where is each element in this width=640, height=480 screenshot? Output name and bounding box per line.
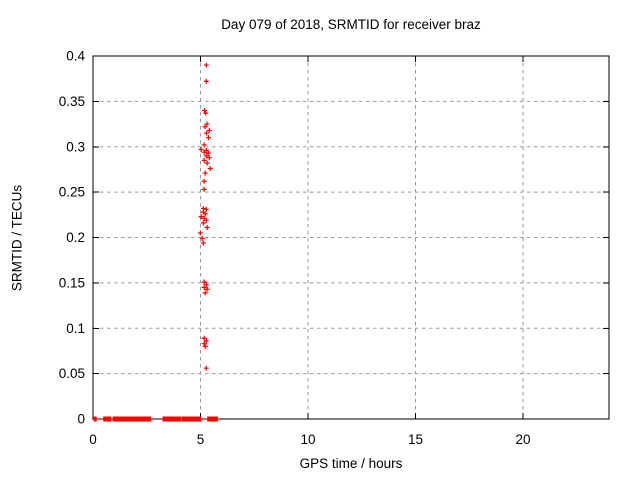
y-tick-label: 0.05 — [59, 366, 85, 381]
y-tick-label: 0.15 — [59, 275, 85, 290]
y-tick-label: 0.3 — [66, 139, 85, 154]
x-tick-label: 20 — [515, 432, 530, 447]
x-tick-label: 0 — [89, 432, 97, 447]
x-axis-label: GPS time / hours — [299, 456, 403, 471]
x-tick-label: 5 — [197, 432, 205, 447]
y-tick-label: 0 — [77, 412, 85, 427]
y-tick-label: 0.4 — [66, 49, 85, 64]
y-tick-label: 0.1 — [66, 321, 85, 336]
x-tick-label: 15 — [408, 432, 423, 447]
data-point-markers — [91, 62, 220, 422]
y-tick-label: 0.25 — [59, 185, 85, 200]
y-tick-label: 0.35 — [59, 94, 85, 109]
x-tick-labels: 0 5 10 15 20 — [89, 432, 530, 447]
x-tick-label: 10 — [300, 432, 315, 447]
y-tick-label: 0.2 — [66, 230, 85, 245]
y-tick-labels: 0 0.05 0.1 0.15 0.2 0.25 0.3 0.35 0.4 — [59, 49, 86, 427]
grid-lines — [93, 56, 609, 419]
chart-title: Day 079 of 2018, SRMTID for receiver bra… — [221, 17, 481, 32]
